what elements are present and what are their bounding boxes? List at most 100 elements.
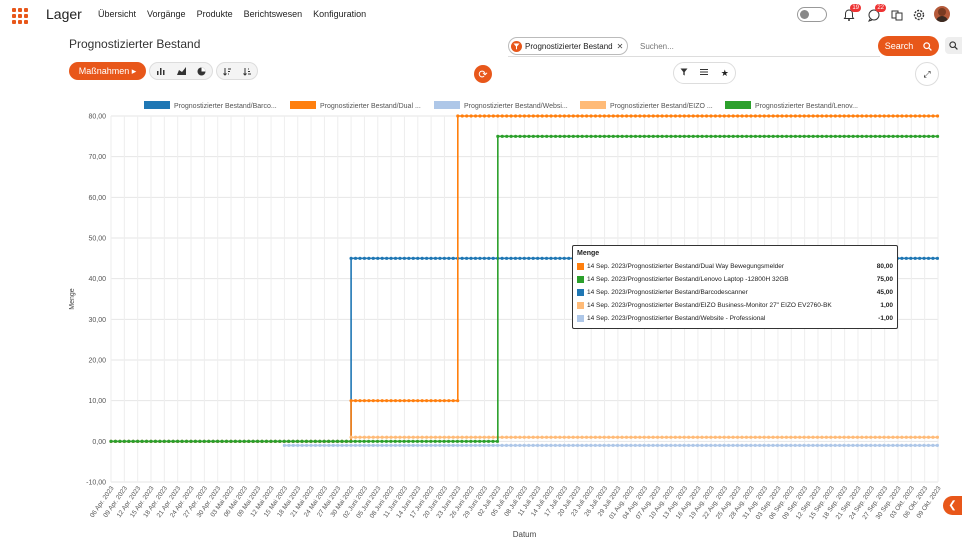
data-point	[425, 435, 429, 439]
data-point	[451, 435, 455, 439]
data-point	[389, 399, 393, 403]
tooltip-label: 14 Sep. 2023/Prognostizierter Bestand/Du…	[587, 263, 785, 270]
data-point	[122, 439, 126, 443]
data-point	[536, 114, 540, 118]
refresh-icon[interactable]: ⟳	[474, 65, 492, 83]
theme-toggle[interactable]	[797, 7, 827, 22]
data-point	[771, 435, 775, 439]
data-point	[438, 439, 442, 443]
data-point	[873, 443, 877, 447]
area-chart-icon[interactable]	[171, 63, 192, 79]
data-point	[385, 399, 389, 403]
filter-chip[interactable]: Prognostizierter Bestand ✕	[508, 37, 629, 55]
data-point	[478, 443, 482, 447]
data-point	[762, 443, 766, 447]
zoom-icon[interactable]	[945, 37, 962, 54]
list-icon[interactable]	[700, 68, 709, 78]
data-point	[558, 435, 562, 439]
chevron-left-icon[interactable]: ❮	[943, 496, 962, 515]
data-point	[447, 443, 451, 447]
data-point	[287, 439, 291, 443]
view-tools: ★	[673, 62, 736, 84]
actions-button[interactable]: Maßnahmen ▸	[69, 62, 146, 80]
menu-item-uebersicht[interactable]: Übersicht	[98, 9, 137, 19]
gear-icon[interactable]	[912, 8, 926, 22]
data-point	[709, 134, 713, 138]
data-point	[224, 439, 229, 443]
data-point	[451, 443, 455, 447]
data-point	[642, 435, 646, 439]
chat-icon[interactable]: 22	[867, 4, 886, 22]
data-point	[758, 435, 762, 439]
data-point	[913, 114, 917, 118]
data-point	[660, 134, 664, 138]
menu-item-berichtswesen[interactable]: Berichtswesen	[243, 9, 303, 19]
data-point	[522, 443, 526, 447]
data-point	[473, 443, 478, 447]
pie-chart-icon[interactable]	[191, 63, 212, 79]
data-point	[682, 443, 686, 447]
data-point	[815, 443, 820, 447]
tooltip-swatch	[577, 315, 584, 322]
data-point	[455, 439, 460, 443]
data-point	[544, 443, 549, 447]
data-point	[935, 114, 940, 118]
expand-icon[interactable]: ⤢	[915, 62, 939, 86]
tooltip-row: 14 Sep. 2023/Prognostizierter Bestand/Du…	[577, 260, 893, 273]
language-icon[interactable]	[890, 8, 904, 22]
data-point	[393, 443, 398, 447]
tooltip-swatch	[577, 289, 584, 296]
data-point	[611, 134, 615, 138]
data-point	[540, 435, 544, 439]
tooltip-swatch	[577, 263, 584, 270]
data-point	[580, 114, 584, 118]
data-point	[695, 435, 700, 439]
data-point	[264, 439, 269, 443]
data-point	[144, 439, 149, 443]
sort-ascending-icon[interactable]	[217, 63, 237, 79]
menu-item-konfiguration[interactable]: Konfiguration	[313, 9, 367, 19]
data-point	[585, 114, 589, 118]
search-input[interactable]	[638, 37, 882, 55]
data-point	[776, 114, 780, 118]
data-point	[740, 114, 744, 118]
menu-item-vorgaenge[interactable]: Vorgänge	[147, 9, 186, 19]
avatar[interactable]	[934, 6, 950, 22]
data-point	[593, 443, 597, 447]
data-point	[460, 256, 464, 260]
tooltip-row: 14 Sep. 2023/Prognostizierter Bestand/Ba…	[577, 286, 893, 299]
data-point	[793, 114, 797, 118]
close-icon[interactable]: ✕	[616, 41, 624, 51]
data-point	[353, 256, 358, 260]
filter-icon[interactable]	[680, 68, 688, 78]
data-point	[402, 443, 406, 447]
data-point	[442, 399, 446, 403]
sort-descending-icon[interactable]	[237, 63, 257, 79]
data-point	[709, 443, 713, 447]
data-point	[384, 443, 389, 447]
data-point	[873, 114, 877, 118]
search-button[interactable]: Search	[878, 36, 939, 56]
filter-chip-label: Prognostizierter Bestand	[525, 41, 613, 51]
grid-icon[interactable]	[12, 8, 28, 24]
data-point	[420, 399, 424, 403]
star-icon[interactable]: ★	[720, 67, 729, 78]
data-point	[678, 443, 682, 447]
data-point	[584, 435, 589, 439]
data-point	[744, 114, 749, 118]
data-point	[446, 439, 451, 443]
data-point	[482, 443, 486, 447]
data-point	[464, 256, 469, 260]
data-point	[487, 114, 491, 118]
data-point	[420, 256, 424, 260]
data-point	[407, 399, 411, 403]
data-point	[313, 443, 318, 447]
menu-item-produkte[interactable]: Produkte	[196, 9, 233, 19]
data-point	[371, 399, 375, 403]
data-point	[851, 134, 855, 138]
bar-chart-icon[interactable]	[150, 63, 171, 79]
bell-icon[interactable]: 19	[842, 4, 861, 22]
data-point	[531, 256, 535, 260]
data-point	[385, 435, 389, 439]
data-point	[406, 439, 411, 443]
